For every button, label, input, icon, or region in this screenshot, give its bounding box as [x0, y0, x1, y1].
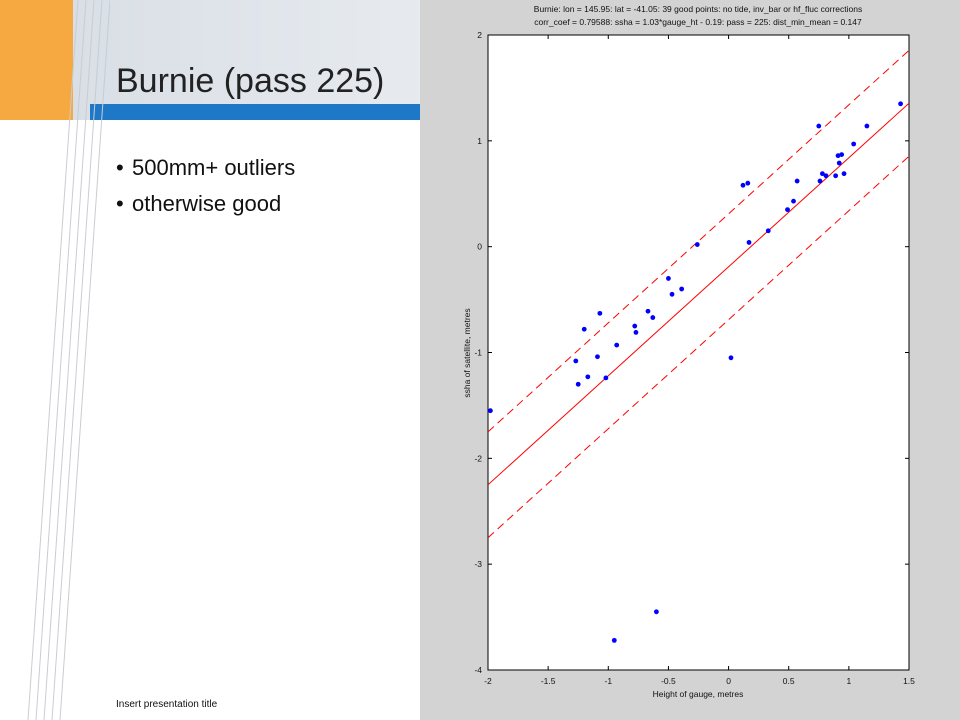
- y-tick-label: -2: [474, 453, 482, 463]
- chart-title-line-2: corr_coef = 0.79588: ssha = 1.03*gauge_h…: [534, 17, 862, 27]
- x-tick-label: -2: [484, 676, 492, 686]
- scatter-point: [746, 240, 752, 245]
- y-axis-label: ssha of satellite, metres: [462, 308, 472, 397]
- x-tick-label: -1: [605, 676, 613, 686]
- scatter-point: [791, 198, 796, 204]
- scatter-point: [632, 323, 638, 329]
- bullet-text: otherwise good: [132, 191, 282, 216]
- scatter-point: [836, 160, 842, 166]
- scatter-point: [585, 374, 591, 380]
- scatter-point: [597, 310, 603, 316]
- scatter-point: [728, 355, 734, 361]
- y-tick-label: -3: [474, 559, 482, 569]
- x-tick-label: 1: [846, 676, 851, 686]
- scatter-point: [614, 342, 620, 348]
- scatter-point: [488, 408, 493, 414]
- scatter-point: [794, 178, 800, 184]
- scatter-point: [611, 637, 617, 643]
- x-tick-label: 1.5: [903, 676, 915, 686]
- x-tick-label: 0: [726, 676, 731, 686]
- scatter-point: [595, 354, 600, 360]
- y-axis-ticks: 2 1 0 -1 -2 -3 -4: [474, 30, 909, 675]
- bullet-list: • 500mm+ outliers • otherwise good: [116, 150, 295, 222]
- chart-title-line-1: Burnie: lon = 145.95: lat = -41.05: 39 g…: [534, 4, 862, 14]
- scatter-point: [694, 242, 700, 247]
- upper-band-line: [488, 49, 909, 433]
- scatter-point: [851, 141, 857, 147]
- regression-line: [488, 102, 909, 486]
- fit-lines: [488, 49, 909, 539]
- scatter-point: [823, 173, 829, 179]
- x-axis-label: Height of gauge, metres: [653, 689, 744, 699]
- slide-title: Burnie (pass 225): [116, 62, 385, 100]
- scatter-point: [819, 171, 825, 177]
- scatter-point: [740, 182, 746, 188]
- bullet-item: • otherwise good: [116, 186, 295, 222]
- y-tick-label: 2: [477, 30, 482, 40]
- scatter-point: [669, 291, 675, 297]
- scatter-point: [645, 308, 651, 314]
- bullet-item: • 500mm+ outliers: [116, 150, 295, 186]
- scatter-point: [841, 171, 847, 177]
- y-tick-label: 0: [477, 242, 482, 252]
- scatter-point: [666, 276, 671, 281]
- scatter-point: [765, 228, 771, 234]
- scatter-point: [835, 153, 841, 159]
- bullet-dot-icon: •: [116, 155, 124, 180]
- scatter-point: [650, 315, 656, 320]
- scatter-point: [864, 123, 870, 129]
- scatter-point: [573, 358, 579, 364]
- scatter-point: [603, 375, 609, 381]
- scatter-point: [654, 609, 659, 615]
- y-tick-label: -1: [474, 348, 482, 358]
- x-tick-label: -1.5: [541, 676, 556, 686]
- lower-band-line: [488, 155, 909, 539]
- scatter-point: [581, 326, 587, 332]
- scatter-point: [898, 101, 903, 107]
- x-axis-ticks: -2 -1.5 -1 -0.5 0 0.5 1 1.5: [484, 35, 915, 686]
- y-tick-label: 1: [477, 136, 482, 146]
- scatter-point: [785, 207, 790, 213]
- scatter-point: [745, 180, 751, 186]
- scatter-point: [816, 123, 822, 129]
- scatter-point: [679, 286, 685, 292]
- footer-text: Insert presentation title: [116, 699, 218, 710]
- x-tick-label: -0.5: [661, 676, 676, 686]
- x-tick-label: 0.5: [783, 676, 795, 686]
- bullet-text: 500mm+ outliers: [132, 155, 296, 180]
- scatter-chart: Burnie: lon = 145.95: lat = -41.05: 39 g…: [462, 4, 915, 699]
- bullet-dot-icon: •: [116, 191, 124, 216]
- accent-block: [0, 0, 73, 120]
- data-points: [488, 101, 903, 643]
- plot-area: [487, 34, 910, 671]
- scatter-point: [817, 178, 823, 184]
- chart-panel: Burnie: lon = 145.95: lat = -41.05: 39 g…: [420, 0, 960, 720]
- scatter-point: [833, 173, 839, 179]
- scatter-point: [839, 152, 845, 157]
- scatter-point: [575, 381, 581, 387]
- scatter-point: [633, 329, 639, 335]
- decorative-lines: [27, 0, 110, 720]
- y-tick-label: -4: [474, 665, 482, 675]
